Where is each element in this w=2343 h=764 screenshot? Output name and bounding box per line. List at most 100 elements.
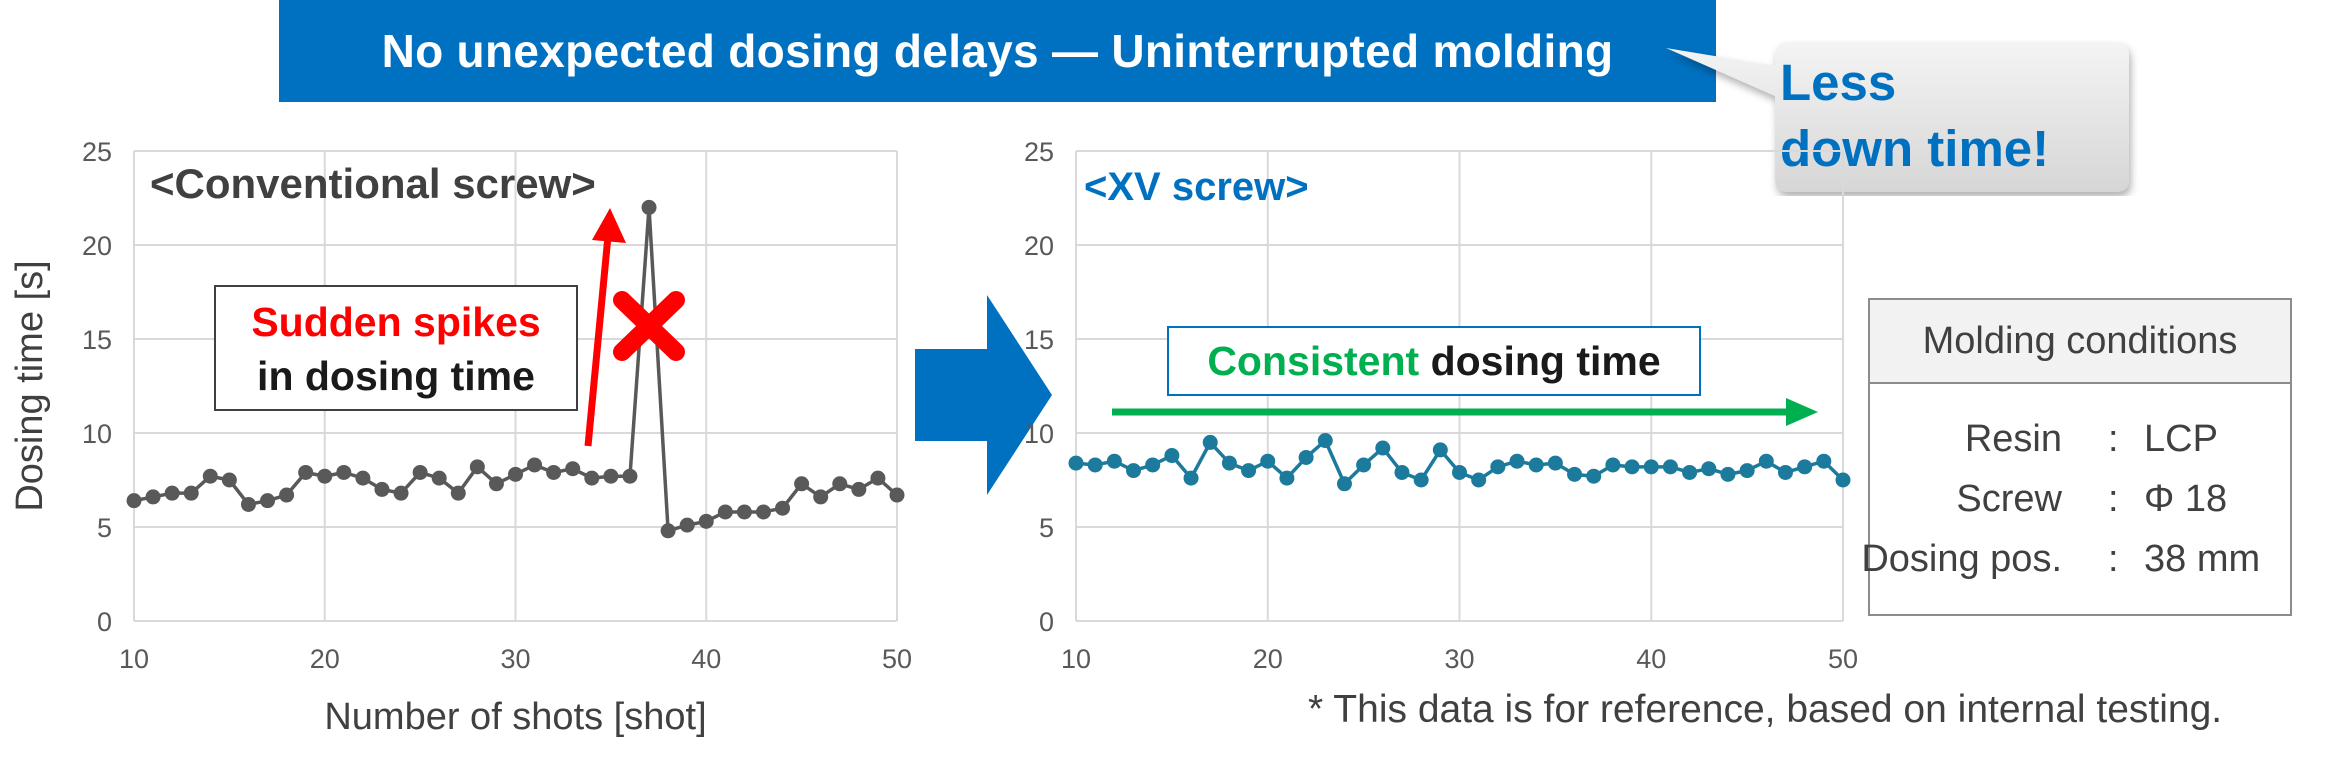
callout-line2: down time! <box>1780 120 2050 177</box>
data-point <box>775 500 791 516</box>
condition-label: Resin <box>1964 418 2062 460</box>
data-point <box>1567 466 1583 482</box>
x-tick-label: 50 <box>1828 644 1858 674</box>
data-point <box>183 485 199 501</box>
y-tick-label: 20 <box>82 231 112 261</box>
spike-annotation-line1: Sudden spikes <box>251 299 541 345</box>
condition-row-resin: Resin : LCP <box>1870 418 2294 462</box>
x-tick-label: 10 <box>1061 644 1091 674</box>
condition-sep: : <box>2108 478 2119 520</box>
data-point <box>1126 463 1142 479</box>
data-point <box>1356 457 1372 473</box>
y-tick-label: 15 <box>82 325 112 355</box>
data-point <box>317 468 333 484</box>
data-point <box>1375 440 1391 456</box>
data-point <box>832 476 848 492</box>
data-point <box>1835 472 1851 488</box>
data-point <box>1758 453 1774 469</box>
data-point <box>1547 455 1563 471</box>
data-point <box>1221 455 1237 471</box>
data-point <box>755 504 771 520</box>
x-tick-label: 30 <box>1444 644 1474 674</box>
data-point <box>1528 457 1544 473</box>
y-tick-label: 0 <box>1039 607 1054 637</box>
data-point <box>1279 470 1295 486</box>
molding-conditions-title: Molding conditions <box>1870 300 2290 384</box>
spike-annotation-box: Sudden spikes in dosing time <box>214 285 578 411</box>
y-tick-label: 20 <box>1024 231 1054 261</box>
y-tick-label: 10 <box>82 419 112 449</box>
data-point <box>1471 472 1487 488</box>
data-point <box>450 485 466 501</box>
condition-value: LCP <box>2144 418 2218 460</box>
data-point <box>889 487 905 503</box>
data-point <box>813 489 829 505</box>
data-point <box>1260 453 1276 469</box>
data-point <box>1432 442 1448 458</box>
data-point <box>1586 468 1602 484</box>
data-point <box>527 457 543 473</box>
y-tick-label: 25 <box>1024 137 1054 167</box>
condition-row-screw: Screw : Φ 18 <box>1870 478 2294 522</box>
big-right-arrow-icon <box>915 295 1052 495</box>
x-tick-label: 20 <box>1253 644 1283 674</box>
data-point <box>1145 457 1161 473</box>
data-point <box>565 461 581 477</box>
chart-title: <Conventional screw> <box>150 160 596 207</box>
molding-conditions-box: Molding conditions Resin : LCP Screw : Φ… <box>1861 298 2294 616</box>
data-point <box>164 485 180 501</box>
data-point <box>1643 459 1659 475</box>
condition-sep: : <box>2108 538 2119 580</box>
data-point <box>469 459 485 475</box>
spike-arrow-shaft <box>584 235 612 447</box>
data-point <box>1087 457 1103 473</box>
data-point <box>851 481 867 497</box>
callout-bubble: Less down time! <box>1660 36 2140 196</box>
spike-annotation-line2: in dosing time <box>257 353 535 399</box>
data-point <box>260 493 276 509</box>
condition-sep: : <box>2108 418 2119 460</box>
data-point <box>1777 464 1793 480</box>
data-point <box>1662 459 1678 475</box>
data-point <box>1816 453 1832 469</box>
data-point <box>641 199 657 215</box>
data-point <box>1797 459 1813 475</box>
cross-mark-icon <box>613 291 685 361</box>
callout-shape <box>1666 42 2129 192</box>
data-point <box>221 472 237 488</box>
data-point <box>355 470 371 486</box>
data-point <box>202 468 218 484</box>
data-point <box>126 493 142 509</box>
data-point <box>1720 466 1736 482</box>
data-point <box>393 485 409 501</box>
footnote: * This data is for reference, based on i… <box>1308 688 2223 731</box>
data-point <box>1490 459 1506 475</box>
data-point <box>1241 463 1257 479</box>
y-tick-label: 15 <box>1024 325 1054 355</box>
data-point <box>279 487 295 503</box>
x-tick-label: 10 <box>119 644 149 674</box>
data-point <box>603 468 619 484</box>
data-point <box>1394 464 1410 480</box>
x-axis-label: Number of shots [shot] <box>324 696 706 738</box>
data-point <box>717 504 733 520</box>
data-point <box>1452 464 1467 480</box>
data-point <box>298 464 314 480</box>
data-point <box>736 504 752 520</box>
condition-label: Dosing pos. <box>1861 538 2062 580</box>
y-axis-label: Dosing time [s] <box>9 260 51 511</box>
chart-title: <XV screw> <box>1084 165 1309 209</box>
y-tick-label: 10 <box>1024 419 1054 449</box>
data-point <box>1068 455 1084 471</box>
condition-value: 38 mm <box>2144 538 2261 580</box>
data-point <box>145 489 161 505</box>
data-point <box>1682 464 1698 480</box>
y-tick-label: 0 <box>97 607 112 637</box>
consistent-word: Consistent <box>1207 338 1420 384</box>
data-point <box>1739 463 1755 479</box>
x-tick-label: 20 <box>310 644 340 674</box>
spike-arrow-head <box>592 208 626 243</box>
data-point <box>1701 461 1717 477</box>
data-point <box>1605 457 1621 473</box>
x-tick-label: 50 <box>882 644 912 674</box>
